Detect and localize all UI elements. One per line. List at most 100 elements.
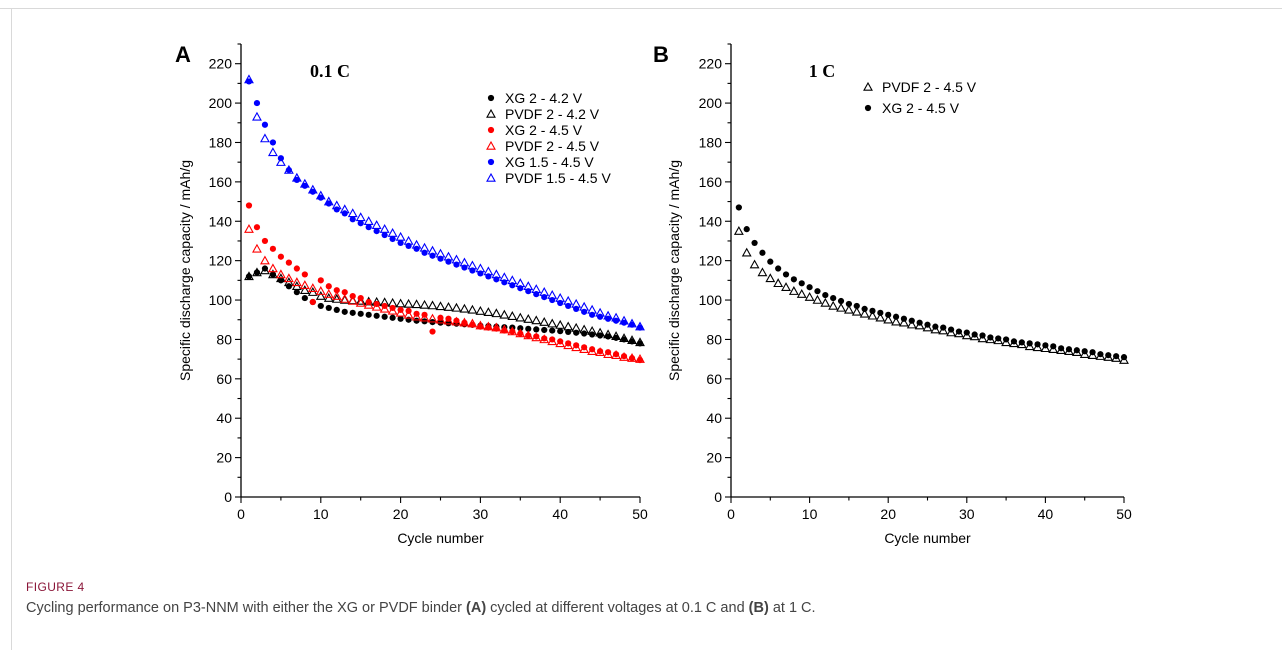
data-point [820, 297, 831, 307]
y-axis-label: Specific discharge capacity / mAh/g [177, 160, 193, 381]
data-point [782, 271, 790, 278]
legend-entry: XG 1.5 - 4.5 V [505, 154, 594, 170]
data-point [411, 239, 422, 249]
data-point [557, 328, 564, 335]
data-point [411, 299, 422, 309]
data-point [525, 325, 532, 332]
data-point [995, 335, 1002, 342]
data-point [475, 320, 486, 330]
data-point [397, 315, 404, 322]
data-point [315, 286, 326, 295]
x-tick-label: 40 [1038, 506, 1054, 522]
data-point [619, 352, 629, 361]
data-point [299, 178, 310, 188]
data-point [619, 333, 629, 343]
data-point [291, 277, 302, 287]
data-point [269, 245, 277, 252]
top-divider [0, 8, 1282, 9]
data-point [587, 326, 598, 335]
data-point [475, 305, 486, 315]
data-point [491, 308, 502, 318]
data-point [612, 351, 620, 358]
data-point [451, 302, 462, 312]
data-point [523, 281, 534, 291]
data-point [475, 263, 486, 273]
data-point [563, 340, 574, 350]
data-point [1024, 341, 1035, 351]
data-point [349, 216, 356, 223]
data-point [483, 321, 494, 331]
data-point [977, 333, 988, 343]
data-point [371, 301, 382, 311]
data-point [323, 289, 334, 298]
data-point [571, 298, 582, 308]
data-point [413, 245, 420, 252]
data-point [775, 265, 782, 272]
data-point [244, 271, 254, 281]
data-point [1079, 349, 1090, 358]
data-point [733, 225, 744, 235]
data-point [595, 307, 606, 317]
data-point [922, 322, 933, 332]
x-axis-label: Cycle number [884, 530, 971, 546]
data-point [261, 121, 269, 128]
data-point [869, 307, 876, 314]
data-point [427, 245, 438, 255]
data-point [611, 312, 621, 322]
data-point [539, 316, 550, 326]
data-point [517, 325, 524, 332]
data-point [1050, 343, 1057, 350]
x-tick-label: 40 [552, 506, 568, 522]
data-point [930, 324, 941, 334]
data-point [565, 328, 572, 336]
data-point [822, 292, 829, 299]
data-point [1026, 340, 1033, 347]
data-point [389, 314, 396, 321]
data-point [961, 330, 972, 340]
data-point [363, 299, 374, 309]
data-point [285, 283, 292, 290]
data-point [301, 271, 308, 278]
data-point [875, 312, 886, 322]
data-point [349, 309, 356, 316]
data-point [341, 210, 348, 217]
data-point [611, 350, 621, 359]
data-point [253, 224, 261, 231]
data-point [563, 321, 574, 331]
caption-part: (A) [466, 600, 487, 616]
data-point [389, 235, 396, 243]
data-point [260, 255, 270, 265]
data-point [341, 308, 348, 315]
data-point [767, 258, 774, 265]
data-point [333, 206, 340, 213]
caption-part: Cycling performance on P3-NNM with eithe… [26, 600, 467, 616]
data-point [307, 283, 318, 292]
data-point [293, 265, 300, 272]
data-point [859, 308, 870, 318]
data-point [419, 312, 430, 322]
data-point [759, 249, 766, 256]
legend-marker [864, 104, 872, 112]
data-point [267, 147, 278, 157]
data-point [1048, 344, 1059, 354]
data-point [499, 272, 510, 282]
legend-entry: XG 2 - 4.2 V [505, 90, 583, 106]
data-point [924, 321, 931, 328]
legend-marker [486, 140, 496, 150]
data-point [357, 220, 364, 227]
data-point [381, 313, 388, 320]
left-divider [11, 8, 12, 650]
data-point [541, 335, 548, 342]
chart-panel-b: 0 20 40 60 80 100 120 140 160 180 200 220 0 10 20 30 40 5… [653, 42, 1132, 546]
data-point [627, 318, 637, 328]
data-point [339, 204, 350, 214]
data-point [283, 164, 294, 174]
data-point [539, 287, 550, 296]
data-point [940, 324, 947, 331]
data-point [1058, 345, 1065, 352]
data-point [285, 259, 292, 266]
data-point [627, 353, 637, 362]
data-point [347, 295, 358, 305]
data-point [531, 315, 542, 325]
legend-marker [487, 126, 495, 134]
